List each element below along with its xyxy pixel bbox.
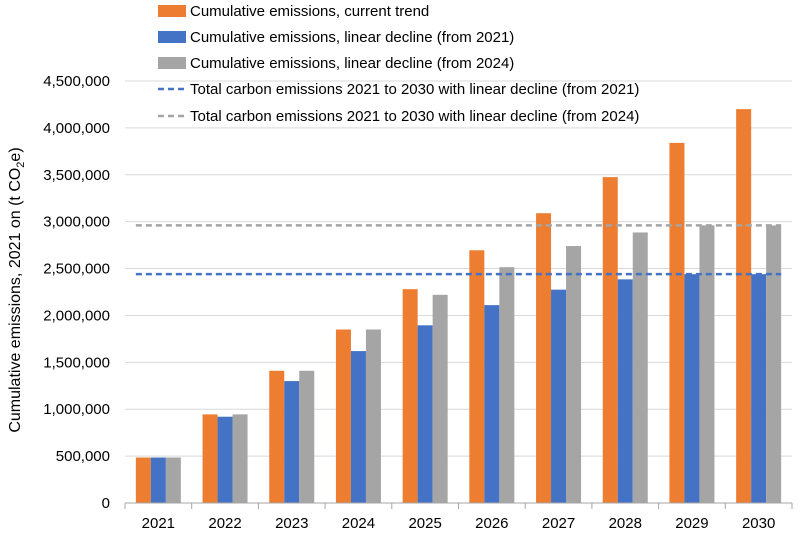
x-tick-label: 2027 (542, 515, 575, 532)
y-axis-label-subscript: 2 (15, 162, 27, 168)
bar (751, 274, 767, 503)
bar (536, 213, 552, 503)
bar (284, 381, 300, 503)
y-tick-label: 4,000,000 (43, 120, 110, 137)
bar (766, 225, 782, 503)
y-tick-label: 4,500,000 (43, 73, 110, 90)
legend-label: Cumulative emissions, current trend (190, 3, 429, 20)
bar (202, 414, 218, 503)
y-tick-label: 500,000 (56, 448, 110, 465)
x-tick-labels: 2021 2022 2023 2024 2025 2026 2027 2028 2029 2030 (142, 515, 776, 532)
bar (299, 370, 315, 503)
x-tick-label: 2028 (609, 515, 642, 532)
bar (417, 325, 433, 503)
bars (135, 109, 782, 504)
bar (566, 246, 582, 503)
bar (402, 289, 418, 503)
y-axis-label: Cumulative emissions, 2021 on (t CO2e) (7, 147, 27, 432)
x-tick-marks (124, 503, 793, 509)
y-tick-labels: 0 500,000 1,000,000 1,500,000 2,000,000 2,500… (43, 73, 110, 512)
bar (432, 294, 448, 503)
legend: Cumulative emissions, current trend Cumul… (158, 3, 639, 125)
y-axis-label-suffix: e) (7, 147, 24, 161)
bar (165, 457, 181, 503)
x-tick-label: 2026 (475, 515, 508, 532)
bar (617, 279, 633, 503)
y-axis-label-prefix: Cumulative emissions, 2021 on (t CO (7, 168, 24, 433)
legend-label: Cumulative emissions, linear decline (fr… (190, 55, 514, 72)
bar (632, 232, 648, 503)
y-tick-label: 1,000,000 (43, 401, 110, 418)
x-tick-label: 2030 (742, 515, 775, 532)
bar (699, 225, 715, 503)
x-tick-label: 2021 (142, 515, 175, 532)
bar (365, 329, 381, 503)
bar (484, 305, 500, 503)
legend-swatch (158, 5, 186, 17)
bar (135, 457, 151, 503)
y-tick-label: 2,000,000 (43, 307, 110, 324)
y-tick-label: 3,500,000 (43, 167, 110, 184)
x-tick-label: 2023 (275, 515, 308, 532)
bar (469, 250, 485, 503)
bar (684, 274, 700, 503)
bar (335, 329, 351, 503)
y-tick-label: 2,500,000 (43, 261, 110, 278)
x-tick-label: 2022 (208, 515, 241, 532)
x-tick-label: 2024 (342, 515, 375, 532)
reference-lines (135, 224, 782, 276)
legend-label: Cumulative emissions, linear decline (fr… (190, 29, 514, 46)
legend-swatch (158, 57, 186, 69)
bar (350, 351, 366, 503)
bar (150, 457, 166, 503)
bar (499, 267, 515, 503)
bar (602, 177, 618, 503)
bar (217, 416, 233, 503)
legend-label: Total carbon emissions 2021 to 2030 with… (190, 108, 639, 125)
legend-swatch (158, 31, 186, 43)
legend-label: Total carbon emissions 2021 to 2030 with… (190, 81, 639, 98)
gridlines (125, 80, 792, 457)
y-tick-label: 1,500,000 (43, 354, 110, 371)
bar (551, 289, 567, 503)
x-tick-label: 2029 (675, 515, 708, 532)
bar (669, 142, 685, 504)
bar (736, 109, 752, 503)
x-tick-label: 2025 (408, 515, 441, 532)
bar (232, 414, 248, 503)
y-tick-label: 0 (102, 495, 110, 512)
bar (269, 370, 285, 503)
y-tick-label: 3,000,000 (43, 214, 110, 231)
